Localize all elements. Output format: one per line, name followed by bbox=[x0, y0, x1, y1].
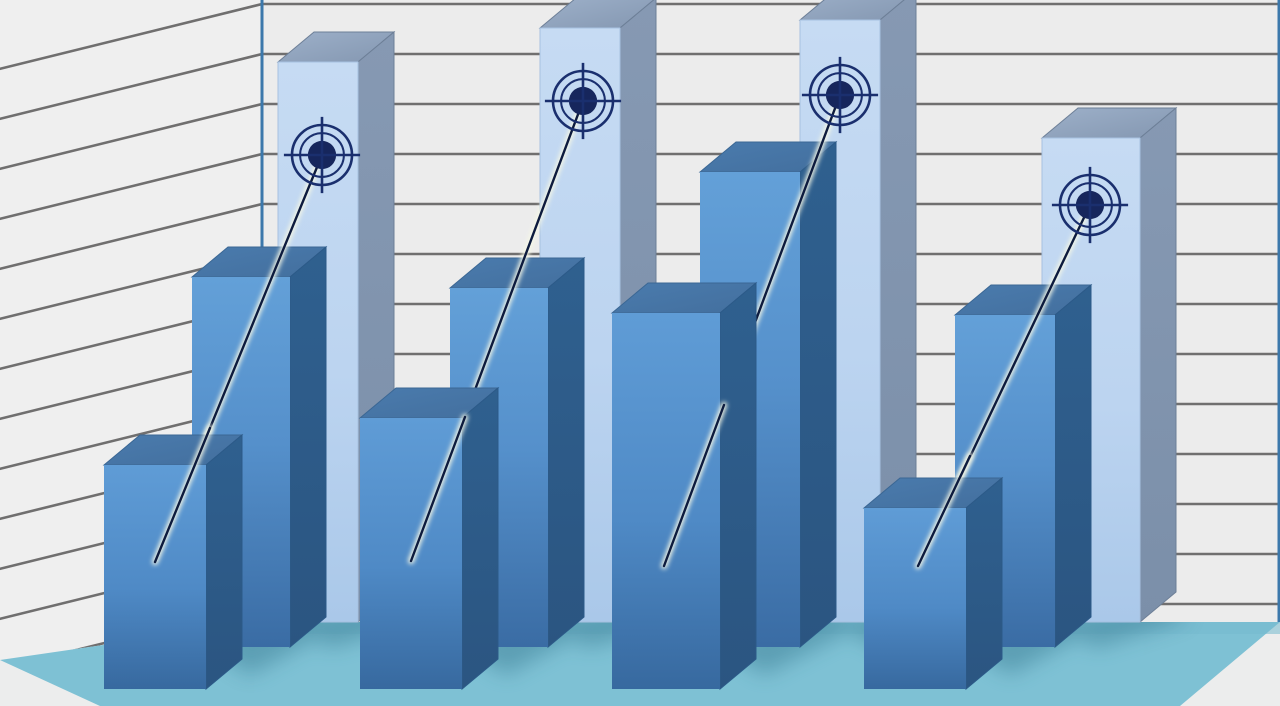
bar-front-4-front-face bbox=[864, 508, 966, 689]
bar-front-4[interactable] bbox=[862, 476, 1004, 691]
bar-front-3-front-face bbox=[612, 313, 720, 689]
pointer-tip-2 bbox=[408, 414, 468, 564]
bar-middle-1-side-face bbox=[289, 245, 327, 649]
bar-front-2-side-face bbox=[461, 386, 499, 691]
bar-front-4-side-face bbox=[965, 476, 1003, 691]
bar-front-1-front-face bbox=[104, 465, 206, 689]
target-crosshair-icon-3[interactable] bbox=[801, 56, 879, 134]
pointer-tip-1 bbox=[152, 425, 213, 565]
bar-front-3[interactable] bbox=[610, 281, 758, 691]
pointer-line-tips bbox=[152, 402, 973, 569]
bar-middle-4[interactable] bbox=[953, 283, 1093, 649]
pointer-tip-3 bbox=[661, 402, 727, 569]
bar-back-4-side-face bbox=[1139, 106, 1177, 624]
pointer-tip-4 bbox=[915, 453, 973, 569]
bar-front-3-side-face bbox=[719, 281, 757, 691]
target-markers bbox=[283, 56, 1129, 244]
bar-front-1-side-face bbox=[205, 433, 243, 691]
bar-middle-4-side-face bbox=[1054, 283, 1092, 649]
target-crosshair-icon-4[interactable] bbox=[1051, 166, 1129, 244]
bar-front-2[interactable] bbox=[358, 386, 500, 691]
bar-middle-3-side-face bbox=[799, 140, 837, 649]
bar-front-1[interactable] bbox=[102, 433, 244, 691]
target-crosshair-icon-1[interactable] bbox=[283, 116, 361, 194]
bar-row-front bbox=[102, 281, 1004, 691]
bar-middle-2-side-face bbox=[547, 256, 585, 649]
target-crosshair-icon-2[interactable] bbox=[544, 62, 622, 140]
